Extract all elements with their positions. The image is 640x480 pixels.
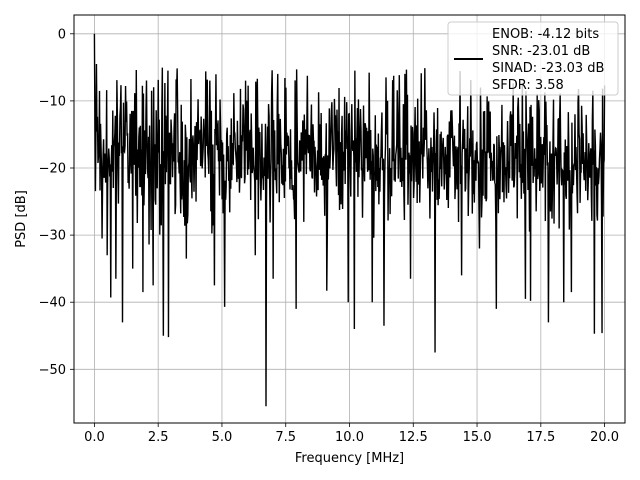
- x-tick-label: 5.0: [212, 430, 233, 445]
- x-tick-label: 17.5: [526, 430, 555, 445]
- psd-line: [93, 33, 606, 407]
- y-tick-label: 0: [58, 27, 66, 42]
- x-axis-label: Frequency [MHz]: [295, 451, 404, 466]
- x-tick-label: 10.0: [335, 430, 364, 445]
- legend: ENOB: -4.12 bits SNR: -23.01 dB SINAD: -…: [447, 21, 619, 96]
- y-tick-label: −10: [39, 94, 66, 109]
- y-tick-label: −40: [39, 296, 66, 311]
- axis-ticks: 0.0 2.5 5.0 7.5 10.0 12.5 15.0 17.5 20.0 0 −10 −20 −…: [39, 27, 620, 445]
- x-tick-label: 20.0: [590, 430, 619, 445]
- y-tick-label: −30: [39, 229, 66, 244]
- y-tick-label: −50: [39, 363, 66, 378]
- x-tick-label: 7.5: [275, 430, 296, 445]
- series-psd: [93, 33, 606, 407]
- legend-enob: ENOB: -4.12 bits: [492, 27, 599, 42]
- x-tick-label: 2.5: [148, 430, 169, 445]
- x-tick-label: 12.5: [399, 430, 428, 445]
- legend-snr: SNR: -23.01 dB: [492, 44, 590, 59]
- x-tick-label: 15.0: [463, 430, 492, 445]
- y-tick-label: −20: [39, 162, 66, 177]
- y-axis-label: PSD [dB]: [14, 190, 29, 248]
- legend-box: [447, 21, 619, 96]
- legend-sinad: SINAD: -23.03 dB: [492, 61, 604, 76]
- x-tick-label: 0.0: [84, 430, 105, 445]
- legend-sfdr: SFDR: 3.58: [492, 78, 564, 93]
